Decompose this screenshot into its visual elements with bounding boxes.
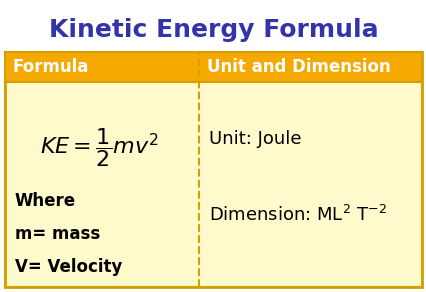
Text: Dimension: $\mathregular{ML^2\ T^{-2}}$: Dimension: $\mathregular{ML^2\ T^{-2}}$: [208, 205, 386, 225]
Text: Formula: Formula: [13, 58, 89, 76]
Text: Unit: Joule: Unit: Joule: [208, 131, 301, 148]
Text: Unit and Dimension: Unit and Dimension: [207, 58, 390, 76]
Bar: [5, 52, 421, 287]
Text: $KE = \dfrac{1}{2}mv^2$: $KE = \dfrac{1}{2}mv^2$: [40, 126, 158, 169]
Text: Kinetic Energy Formula: Kinetic Energy Formula: [49, 18, 378, 42]
Text: Where: Where: [15, 192, 76, 210]
Text: m= mass: m= mass: [15, 225, 100, 243]
Text: V= Velocity: V= Velocity: [15, 258, 122, 275]
Bar: [5, 52, 421, 82]
